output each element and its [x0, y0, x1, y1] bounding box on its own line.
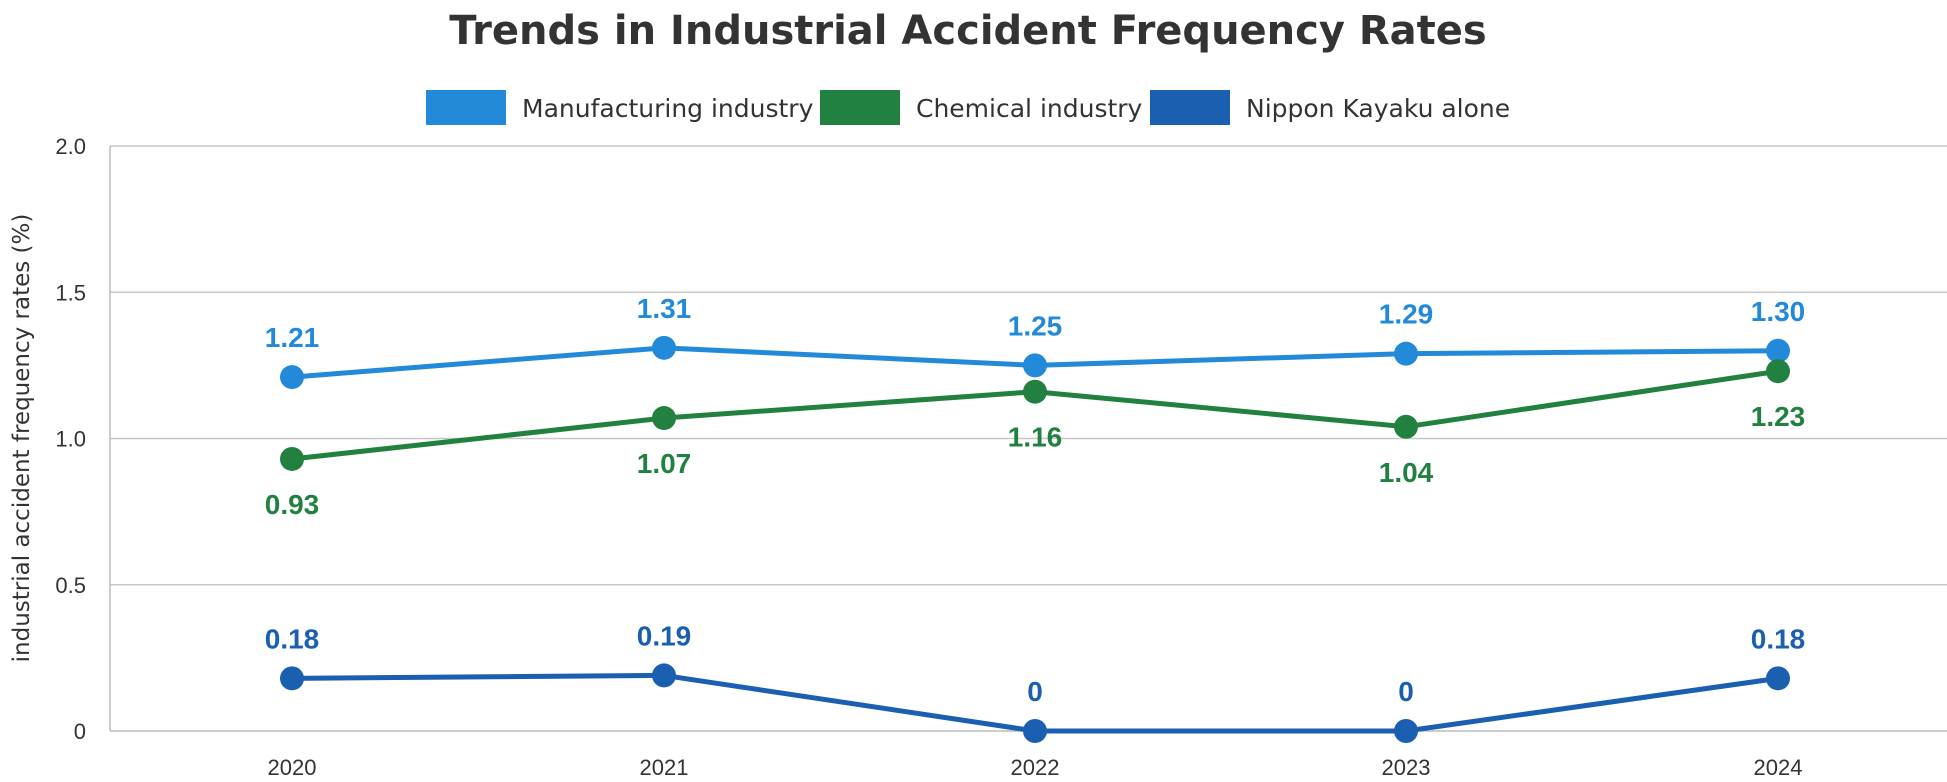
data-label: 0.93 — [265, 489, 320, 520]
legend-swatch — [426, 90, 506, 125]
chart-title: Trends in Industrial Accident Frequency … — [449, 8, 1486, 54]
y-tick-label: 0.5 — [55, 573, 86, 598]
data-label: 1.07 — [637, 448, 692, 479]
data-point — [1394, 719, 1418, 743]
data-point — [1023, 353, 1047, 377]
data-point — [652, 406, 676, 430]
data-label: 1.04 — [1379, 457, 1434, 488]
data-point — [1766, 359, 1790, 383]
data-label: 0.18 — [265, 623, 320, 654]
data-label: 0.19 — [637, 620, 692, 651]
data-point — [280, 447, 304, 471]
data-label: 0 — [1027, 676, 1043, 707]
data-point — [652, 663, 676, 687]
legend-swatch — [1150, 90, 1230, 125]
series-group: 1.21 1.31 1.25 1.29 1.30 0.93 1.07 1.16 1.04 1.23… — [265, 293, 1806, 743]
series-manufacturing-industry: 1.21 1.31 1.25 1.29 1.30 — [265, 293, 1806, 389]
series-chemical-industry: 0.93 1.07 1.16 1.04 1.23 — [265, 359, 1806, 520]
y-tick-label: 2.0 — [55, 134, 86, 159]
data-point — [1766, 666, 1790, 690]
y-axis-ticks: 0 0.5 1.0 1.5 2.0 — [55, 134, 86, 744]
legend-swatch — [820, 90, 900, 125]
x-tick-label: 2022 — [1011, 755, 1060, 780]
data-label: 1.31 — [637, 293, 692, 324]
data-point — [1023, 719, 1047, 743]
x-axis-ticks: 2020 2021 2022 2023 2024 — [268, 755, 1803, 780]
data-point — [1394, 415, 1418, 439]
data-label: 1.30 — [1751, 296, 1806, 327]
legend-label: Manufacturing industry — [522, 94, 814, 123]
data-point — [652, 336, 676, 360]
legend: Manufacturing industry Chemical industry N… — [426, 90, 1510, 125]
series-nippon-kayaku-alone: 0.18 0.19 0 0 0.18 — [265, 620, 1806, 743]
x-tick-label: 2024 — [1754, 755, 1803, 780]
data-point — [1766, 339, 1790, 363]
data-label: 1.23 — [1751, 401, 1806, 432]
x-tick-label: 2021 — [640, 755, 689, 780]
y-tick-label: 0 — [74, 719, 86, 744]
legend-label: Chemical industry — [916, 94, 1143, 123]
data-label: 0.18 — [1751, 623, 1806, 654]
legend-label: Nippon Kayaku alone — [1246, 94, 1510, 123]
data-point — [1394, 342, 1418, 366]
y-tick-label: 1.5 — [55, 280, 86, 305]
data-point — [1023, 380, 1047, 404]
y-tick-label: 1.0 — [55, 427, 86, 452]
data-point — [280, 365, 304, 389]
data-label: 1.29 — [1379, 299, 1434, 330]
data-label: 0 — [1398, 676, 1414, 707]
data-label: 1.25 — [1008, 310, 1063, 341]
x-tick-label: 2020 — [268, 755, 317, 780]
x-tick-label: 2023 — [1382, 755, 1431, 780]
data-label: 1.16 — [1008, 422, 1063, 453]
data-label: 1.21 — [265, 322, 320, 353]
y-axis-label: industrial accident frequency rates (%) — [9, 214, 35, 663]
data-point — [280, 666, 304, 690]
